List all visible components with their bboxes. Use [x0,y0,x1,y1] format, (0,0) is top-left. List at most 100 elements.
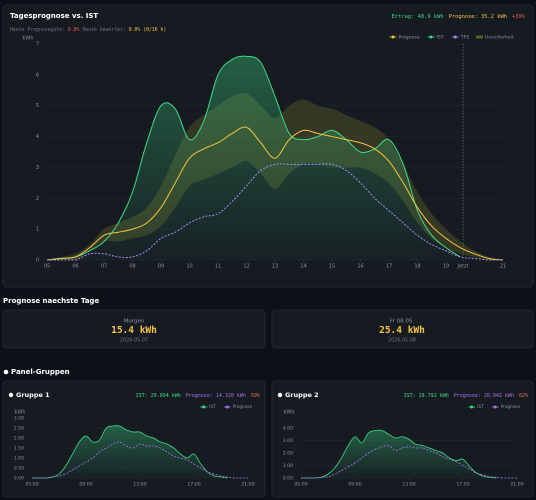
y-tick-label: 7 [36,42,39,48]
x-tick-label: 17:00 [187,482,200,488]
y-tick-label: 0 [36,258,39,264]
subtitle-item: 0.0% (0/16 h) [129,27,167,33]
y-axis-label: kWh [22,36,33,42]
y-axis-label: kWh [14,410,25,416]
x-tick-label: 15 [329,264,335,270]
summary-item: 62% [519,393,528,399]
y-tick-label: 5 [36,103,39,109]
x-tick-label: Jetzt [457,264,469,270]
series-line [32,425,228,479]
subtitle-item: 0.0% [68,27,80,33]
y-tick-label: 2.00 [283,451,293,457]
subtitle-item: Heute bewertet: [82,27,125,33]
chart-title: Tagesprognose vs. IST [10,12,98,20]
group-icon [8,392,14,398]
legend-label: Prognose [399,35,420,41]
summary-item: IST: 28.792 kWh [404,393,449,399]
x-tick-label: 06 [72,264,78,270]
summary-item: IST: 20.094 kWh [136,393,181,399]
subtitle: Heute Prognosegüte: 0.0% Heute bewertet: 0.… [10,27,166,33]
y-tick-label: 4.00 [283,426,293,432]
x-tick-label: 21:00 [510,482,523,488]
forecast-card [271,309,534,349]
group-icon [277,392,283,398]
subtitle-item: Heute Prognosegüte: [10,27,65,33]
forecast-card [2,309,266,349]
day-date: 2026-05-07 [120,338,148,344]
x-tick-label: 13:00 [133,482,146,488]
area [301,430,497,478]
series-line [46,126,504,261]
y-tick-label: 1.00 [283,463,293,469]
y-tick-label: 0.00 [283,476,293,482]
x-tick-label: 09 [158,264,164,270]
legend-dot [391,35,395,39]
day-value: 15.4 kWh [111,325,157,336]
x-tick-label: 05:00 [25,482,38,488]
y-tick-label: 6 [36,72,39,78]
y-tick-label: 3.00 [14,416,24,422]
y-tick-label: 1 [36,227,39,233]
section-icon [3,369,9,375]
day-label: Morgen [124,319,145,325]
group-title: Gruppe 2 [285,391,319,399]
x-tick-label: 13:00 [402,482,415,488]
legend-label: IST [477,404,484,409]
summary-item: Ertrag: 48.9 kWh [392,14,444,20]
section-title: Prognose naechste Tage [3,297,99,305]
y-tick-label: 2.00 [14,436,24,442]
series-line [301,444,517,479]
legend-dot [429,35,433,39]
legend-dot [225,405,229,409]
x-tick-label: 09:00 [348,482,361,488]
area [47,56,461,261]
x-tick-label: 21 [500,264,506,270]
x-tick-label: 18 [414,264,420,270]
legend-label: TFS [460,35,469,41]
section-title: Panel-Gruppen [11,368,70,376]
series-line [32,441,248,479]
legend-dot [202,405,206,409]
y-axis-label: kWh [283,410,294,416]
day-label: Fr 08.05. [390,319,415,325]
x-tick-label: 16 [357,264,363,270]
summary: IST: 20.094 kWh Prognose: 14.320 kWh 59% [136,393,260,399]
legend-label: Unsicherheit [485,35,514,41]
y-tick-label: 0.00 [14,476,24,482]
series-line [47,163,503,261]
summary-item: Prognose: 20.942 kWh [454,393,514,399]
legend-dot [470,405,474,409]
x-tick-label: 05 [44,264,50,270]
x-tick-label: 11 [215,264,221,270]
day-date: 2026-05-08 [388,338,416,344]
x-tick-label: 12 [243,264,249,270]
y-tick-label: 1.50 [14,446,24,452]
summary-item: 59% [251,393,260,399]
series-line [46,55,461,261]
x-tick-label: 13 [272,264,278,270]
legend-dot [493,405,497,409]
y-tick-label: 3 [36,165,39,171]
y-tick-label: 2 [36,196,39,202]
x-tick-label: 09:00 [79,482,92,488]
x-tick-label: 10 [186,264,192,270]
y-tick-label: 1.00 [14,456,24,462]
x-tick-label: 05:00 [294,482,307,488]
x-tick-label: 21:00 [241,482,254,488]
x-tick-label: 17:00 [456,482,469,488]
x-tick-label: 17 [386,264,392,270]
group-title: Gruppe 1 [16,391,50,399]
x-tick-label: 14 [300,264,306,270]
y-tick-label: 0.50 [14,466,24,472]
summary-item: Prognose: 35.2 kWh [449,14,507,20]
y-tick-label: 3.00 [283,438,293,444]
area [32,425,228,478]
summary: Ertrag: 48.9 kWh Prognose: 35.2 kWh +39% [392,14,526,20]
legend-label: IST [437,35,444,41]
legend-label: Prognose [233,404,253,409]
x-tick-label: 07 [101,264,107,270]
x-tick-label: 19 [443,264,449,270]
x-tick-label: 08 [129,264,135,270]
legend-label: IST [209,404,216,409]
